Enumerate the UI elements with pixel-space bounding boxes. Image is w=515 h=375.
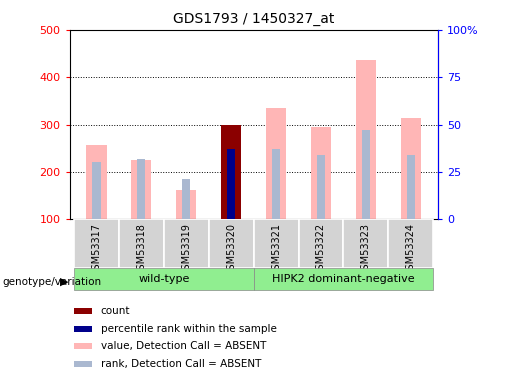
Bar xyxy=(209,219,253,268)
Text: HIPK2 dominant-negative: HIPK2 dominant-negative xyxy=(272,274,415,284)
Bar xyxy=(131,160,151,219)
Bar xyxy=(74,343,92,350)
Text: wild-type: wild-type xyxy=(138,274,190,284)
Text: ▶: ▶ xyxy=(60,277,69,287)
Bar xyxy=(92,162,100,219)
Text: GSM53321: GSM53321 xyxy=(271,223,281,276)
Bar xyxy=(407,154,415,219)
Bar xyxy=(119,219,164,268)
Bar xyxy=(74,219,119,268)
Bar xyxy=(74,326,92,332)
Text: GSM53322: GSM53322 xyxy=(316,223,326,276)
Bar xyxy=(221,124,242,219)
Bar xyxy=(227,152,235,219)
Text: percentile rank within the sample: percentile rank within the sample xyxy=(100,324,277,334)
Bar xyxy=(176,189,196,219)
Bar xyxy=(74,268,254,290)
Bar xyxy=(401,118,421,219)
Bar xyxy=(362,130,370,219)
Bar xyxy=(254,268,433,290)
Text: value, Detection Call = ABSENT: value, Detection Call = ABSENT xyxy=(100,341,266,351)
Text: GSM53319: GSM53319 xyxy=(181,223,191,276)
Bar xyxy=(311,127,331,219)
Text: GSM53318: GSM53318 xyxy=(136,223,146,276)
Bar xyxy=(74,361,92,367)
Bar xyxy=(74,308,92,314)
Bar xyxy=(182,179,191,219)
Text: GSM53324: GSM53324 xyxy=(406,223,416,276)
Text: GSM53323: GSM53323 xyxy=(361,223,371,276)
Title: GDS1793 / 1450327_at: GDS1793 / 1450327_at xyxy=(173,12,334,26)
Bar xyxy=(164,219,209,268)
Bar xyxy=(317,155,325,219)
Bar xyxy=(138,159,145,219)
Bar xyxy=(344,219,388,268)
Text: GSM53317: GSM53317 xyxy=(92,223,101,276)
Text: genotype/variation: genotype/variation xyxy=(3,277,101,287)
Bar xyxy=(254,219,299,268)
Bar xyxy=(266,108,286,219)
Bar xyxy=(227,149,235,155)
Bar xyxy=(87,145,107,219)
Text: GSM53320: GSM53320 xyxy=(226,223,236,276)
Text: count: count xyxy=(100,306,130,316)
Bar xyxy=(272,149,280,219)
Bar xyxy=(388,219,433,268)
Bar xyxy=(221,124,242,219)
Bar xyxy=(356,60,376,219)
Text: rank, Detection Call = ABSENT: rank, Detection Call = ABSENT xyxy=(100,359,261,369)
Bar xyxy=(227,152,235,219)
Bar xyxy=(299,219,344,268)
